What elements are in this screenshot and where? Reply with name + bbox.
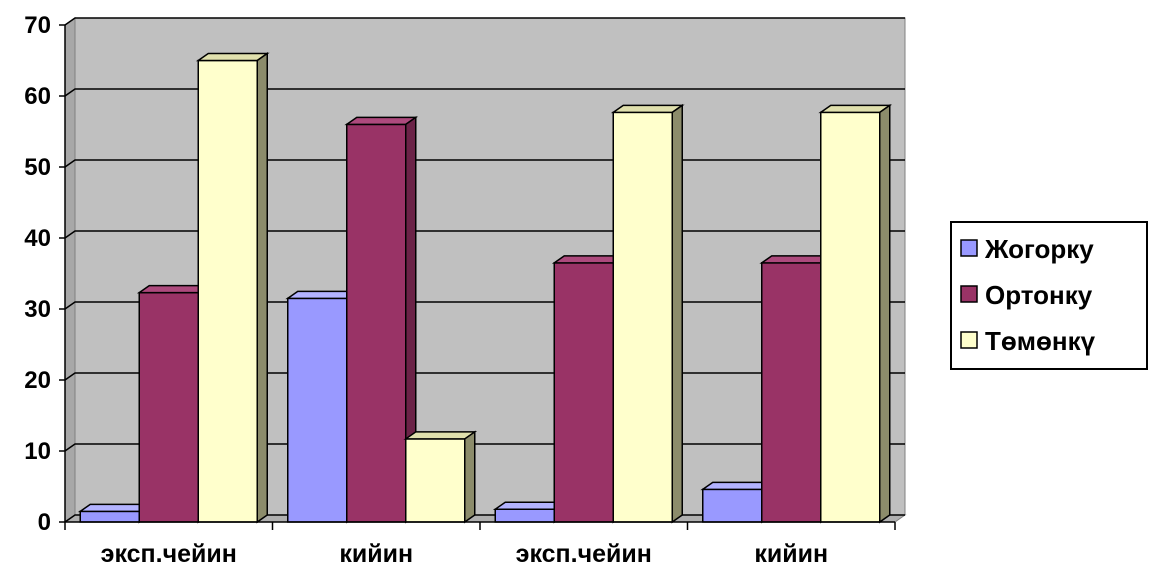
bar-front [197, 59, 258, 523]
bar-front [702, 488, 763, 523]
y-tick-label: 50 [24, 154, 51, 181]
bar-top [195, 52, 270, 62]
y-tick-label: 70 [24, 12, 51, 39]
legend-label: Ортонку [985, 280, 1093, 310]
bar-front [612, 111, 673, 523]
bar [195, 52, 270, 524]
y-tick-label: 10 [24, 438, 51, 465]
y-axis-ticks: 0 10 20 30 40 50 60 70 [24, 12, 65, 536]
bar-front [79, 510, 140, 523]
legend-label: Төмөнкү [985, 326, 1096, 356]
bar-front [494, 508, 555, 523]
bar-top [610, 104, 685, 114]
bar [403, 430, 478, 524]
legend-swatch [960, 285, 978, 303]
legend-label: Жогорку [984, 234, 1094, 264]
legend-swatch [960, 239, 978, 257]
bar-front [553, 262, 614, 523]
x-tick-label: эксп.чейин [101, 540, 237, 568]
bar-front [346, 123, 407, 523]
bar-front [138, 291, 199, 523]
y-tick-label: 0 [38, 509, 51, 536]
legend-box [950, 221, 1148, 370]
bar-front [820, 111, 881, 523]
x-tick-label: эксп.чейин [516, 540, 652, 568]
bar-side [256, 52, 268, 524]
bar-top [818, 104, 893, 114]
bar [700, 480, 775, 524]
y-tick-label: 20 [24, 367, 51, 394]
bar-front [761, 262, 822, 523]
bar [818, 103, 893, 524]
legend: Жогорку Ортонку Төмөнкү [950, 221, 1148, 370]
y-tick-label: 60 [24, 83, 51, 110]
x-tick-label: кийин [339, 540, 413, 568]
x-axis-ticks: эксп.чейин кийин эксп.чейин кийин [64, 522, 896, 568]
bar-top [344, 116, 419, 126]
bar-front [405, 438, 466, 523]
bar [610, 103, 685, 524]
bar [344, 115, 419, 524]
gridline [64, 88, 905, 97]
bar-front [287, 297, 348, 523]
y-tick-label: 40 [24, 225, 51, 252]
bars-group [77, 52, 893, 524]
y-tick-label: 30 [24, 296, 51, 323]
bar-top [403, 431, 478, 440]
bar-side [464, 430, 476, 524]
x-tick-label: кийин [754, 540, 828, 568]
bar-side [879, 103, 891, 524]
legend-swatch [960, 331, 978, 349]
gridline [64, 17, 905, 26]
bar-side [671, 103, 683, 524]
plot-side-wall [64, 17, 76, 523]
